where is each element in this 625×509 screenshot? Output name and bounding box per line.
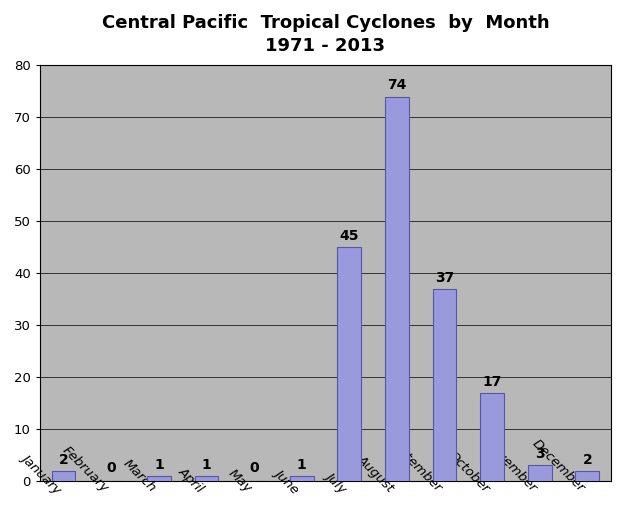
Text: 1: 1 — [201, 458, 211, 472]
Title: Central Pacific  Tropical Cyclones  by  Month
1971 - 2013: Central Pacific Tropical Cyclones by Mon… — [102, 14, 549, 55]
Bar — [338, 247, 361, 481]
Text: 0: 0 — [249, 461, 259, 475]
Text: 74: 74 — [387, 78, 406, 93]
Bar — [432, 289, 456, 481]
Text: 37: 37 — [435, 271, 454, 285]
Bar — [576, 471, 599, 481]
Text: 1: 1 — [154, 458, 164, 472]
Bar — [528, 465, 552, 481]
Bar — [52, 471, 76, 481]
Text: 45: 45 — [339, 229, 359, 243]
Text: 3: 3 — [535, 447, 544, 461]
Bar — [290, 476, 314, 481]
Bar — [385, 97, 409, 481]
Text: 0: 0 — [106, 461, 116, 475]
Bar — [194, 476, 218, 481]
Text: 1: 1 — [297, 458, 306, 472]
Text: 2: 2 — [59, 453, 69, 467]
Text: 2: 2 — [582, 453, 592, 467]
Bar — [480, 393, 504, 481]
Bar — [147, 476, 171, 481]
Text: 17: 17 — [482, 375, 502, 388]
